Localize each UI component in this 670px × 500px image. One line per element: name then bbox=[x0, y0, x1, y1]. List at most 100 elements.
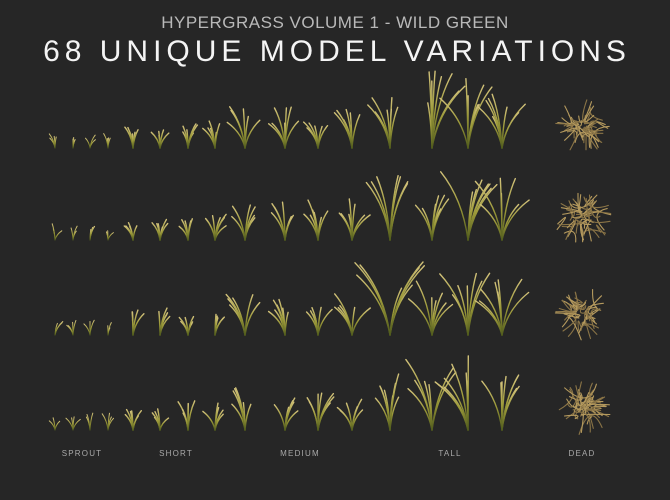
dead-blade bbox=[590, 308, 602, 330]
grass-blade bbox=[467, 189, 477, 241]
dead-blade bbox=[585, 197, 589, 217]
grass-blade bbox=[182, 412, 189, 431]
dead-blade bbox=[585, 408, 602, 412]
grass-blade bbox=[389, 176, 402, 241]
dead-blade bbox=[582, 218, 592, 226]
dead-blade bbox=[571, 201, 582, 219]
grass-blade bbox=[379, 385, 391, 431]
grass-blade bbox=[159, 222, 169, 241]
grass-blade bbox=[124, 413, 134, 431]
title: HYPERGRASS VOLUME 1 - WILD GREEN bbox=[161, 13, 509, 32]
dead-blade bbox=[584, 312, 592, 340]
dead-blade bbox=[566, 296, 587, 306]
grass-blade bbox=[123, 225, 134, 241]
grass-blade bbox=[465, 78, 469, 149]
grass-blade bbox=[431, 85, 466, 149]
dead-blade bbox=[581, 321, 598, 335]
grass-blade bbox=[414, 204, 433, 241]
grass-blade bbox=[70, 227, 74, 241]
grass-blade bbox=[440, 171, 469, 241]
grass-blade bbox=[371, 97, 391, 149]
dead-blade bbox=[565, 219, 579, 240]
grass-blade bbox=[244, 119, 261, 149]
group-label: SPROUT bbox=[62, 449, 103, 458]
grass-blade bbox=[501, 203, 520, 241]
dead-blade bbox=[570, 291, 579, 312]
dead-blade bbox=[575, 411, 591, 433]
grass-blade bbox=[481, 380, 503, 431]
dead-blade bbox=[589, 107, 603, 121]
grass-blade bbox=[51, 223, 56, 241]
grass-blade bbox=[431, 208, 442, 241]
dead-blade bbox=[583, 397, 594, 410]
dead-blade bbox=[583, 219, 592, 235]
grass-blade bbox=[314, 125, 319, 149]
dead-blade bbox=[582, 99, 593, 125]
dead-blade bbox=[567, 316, 582, 341]
grass-blade bbox=[407, 388, 433, 431]
dead-blade bbox=[578, 408, 584, 434]
grass-blade bbox=[467, 103, 480, 149]
dead-blade bbox=[584, 105, 595, 123]
grass-blade bbox=[467, 272, 477, 336]
dead-blade bbox=[593, 403, 610, 417]
grass-blade bbox=[107, 417, 114, 431]
grass-blade bbox=[501, 387, 518, 431]
dead-blade bbox=[586, 396, 604, 410]
grass-blade bbox=[67, 325, 74, 336]
dead-blade bbox=[588, 122, 604, 132]
grass-blade bbox=[501, 291, 530, 336]
grass-blade bbox=[431, 292, 443, 336]
grass-blade bbox=[244, 301, 261, 336]
grass-blade bbox=[267, 310, 286, 336]
grass-blade bbox=[184, 220, 189, 241]
grass-blade bbox=[132, 129, 139, 149]
dead-blade bbox=[566, 381, 582, 408]
grass-blade bbox=[479, 204, 503, 241]
dead-blade bbox=[566, 398, 578, 408]
group-label: SHORT bbox=[159, 449, 193, 458]
grass-blade bbox=[427, 102, 433, 149]
dead-blade bbox=[596, 121, 609, 129]
dead-blade bbox=[554, 312, 581, 318]
dead-blade bbox=[577, 392, 590, 406]
grass-blade bbox=[180, 320, 189, 336]
grass-blade bbox=[202, 410, 216, 431]
grass-blade bbox=[106, 231, 109, 241]
grass-blade bbox=[497, 279, 503, 336]
dead-blade bbox=[563, 230, 577, 243]
grass-blade bbox=[52, 417, 56, 431]
grass-blade bbox=[101, 413, 109, 431]
grass-blade bbox=[370, 181, 391, 241]
grass-blade bbox=[54, 322, 63, 336]
dead-blade bbox=[558, 220, 582, 226]
grass-blade bbox=[214, 313, 217, 336]
group-label: MEDIUM bbox=[280, 449, 320, 458]
grass-blade bbox=[204, 217, 216, 241]
grass-blade bbox=[231, 205, 246, 241]
dead-blade bbox=[583, 126, 598, 136]
dead-blade bbox=[572, 389, 582, 410]
grass-blade bbox=[131, 311, 134, 336]
dead-blade bbox=[589, 382, 602, 404]
grass-blade bbox=[244, 206, 256, 241]
dead-blade bbox=[588, 395, 595, 405]
dead-blade bbox=[585, 125, 588, 151]
grass-blade bbox=[478, 300, 503, 336]
grass-blade bbox=[312, 209, 319, 241]
grass-blade bbox=[443, 377, 469, 431]
grass-blade bbox=[86, 414, 91, 431]
dead-blade bbox=[570, 118, 581, 123]
dead-blade bbox=[561, 105, 572, 125]
grass-blade bbox=[351, 406, 358, 431]
dead-blade bbox=[574, 131, 600, 143]
grass-blade bbox=[54, 230, 63, 241]
grass-blade bbox=[431, 76, 443, 149]
dead-blade bbox=[577, 320, 582, 331]
dead-blade bbox=[570, 119, 583, 127]
dead-blade bbox=[564, 383, 597, 399]
grass-blade bbox=[501, 112, 520, 149]
